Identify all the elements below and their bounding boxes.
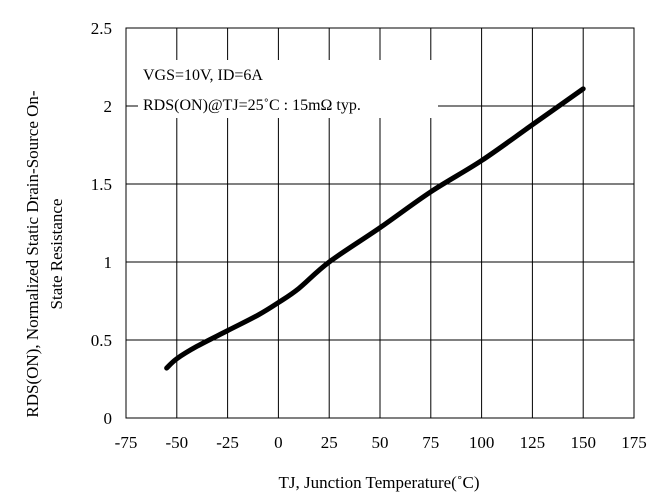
x-tick-label: 100 — [469, 433, 495, 452]
y-tick-label: 2.5 — [91, 19, 112, 38]
annotation-background — [138, 60, 438, 118]
series-layer — [164, 86, 586, 371]
x-tick-label: 0 — [274, 433, 283, 452]
y-tick-labels: 0 0.5 1 1.5 2 2.5 — [91, 19, 112, 428]
y-tick-label: 2 — [104, 97, 113, 116]
series-line — [164, 86, 586, 371]
x-tick-label: -75 — [115, 433, 138, 452]
y-tick-label: 1 — [104, 253, 113, 272]
x-tick-label: 25 — [321, 433, 338, 452]
x-tick-label: 175 — [621, 433, 647, 452]
y-axis-label-line-1: RDS(ON), Normalized Static Drain-Source … — [23, 90, 42, 418]
y-tick-label: 0.5 — [91, 331, 112, 350]
y-axis-label-line-2: State Resistance — [47, 199, 66, 310]
y-tick-label: 0 — [104, 409, 113, 428]
plot-frame — [125, 27, 635, 419]
x-axis-label: TJ, Junction Temperature(˚C) — [278, 473, 479, 492]
x-tick-label: 75 — [422, 433, 439, 452]
y-tick-label: 1.5 — [91, 175, 112, 194]
x-tick-label: -25 — [216, 433, 239, 452]
x-tick-label: 125 — [520, 433, 546, 452]
annotation-line-1: VGS=10V, ID=6A — [143, 67, 263, 84]
x-tick-label: 50 — [372, 433, 389, 452]
x-tick-label: 150 — [570, 433, 596, 452]
x-tick-labels: -75 -50 -25 0 25 50 75 100 125 150 175 — [115, 433, 647, 452]
annotation-line-2: RDS(ON)@TJ=25˚C : 15mΩ typ. — [143, 97, 361, 114]
x-tick-label: -50 — [165, 433, 188, 452]
